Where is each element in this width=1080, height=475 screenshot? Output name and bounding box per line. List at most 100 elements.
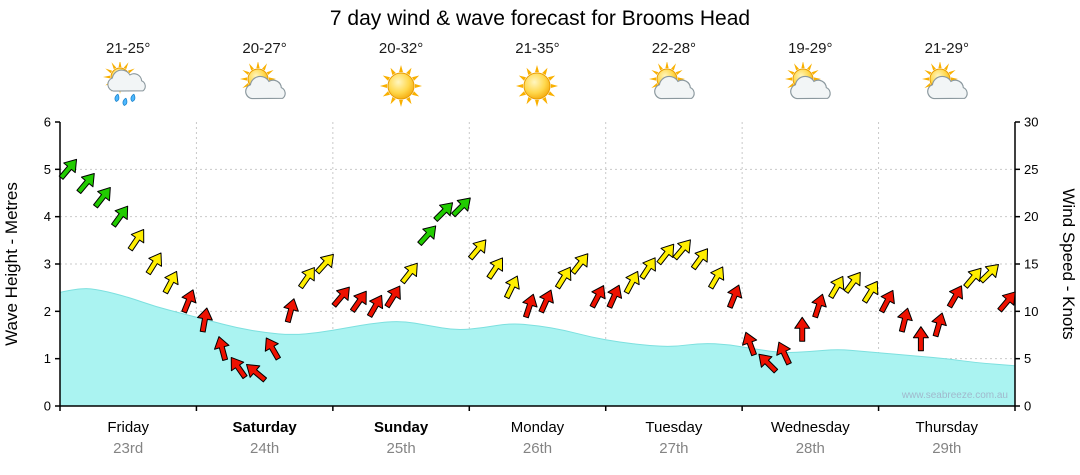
- wind-barb: [589, 285, 606, 309]
- day-footer: Saturday 24th: [196, 419, 332, 457]
- day-footer: Friday 23rd: [60, 419, 196, 457]
- wind-barb: [349, 290, 367, 313]
- wind-barb: [897, 307, 913, 333]
- wind-barb: [384, 285, 401, 309]
- wave-axis-tick: 6: [44, 115, 51, 130]
- wind-barb: [727, 284, 743, 309]
- wind-barb: [162, 270, 179, 295]
- wind-barb: [656, 243, 675, 266]
- day-name: Friday: [107, 419, 150, 436]
- wind-barb: [366, 294, 384, 318]
- wind-barb: [522, 293, 538, 319]
- wind-axis-tick: 30: [1024, 115, 1038, 130]
- wind-barb: [963, 267, 982, 289]
- wind-barb: [283, 298, 299, 324]
- day-date: 25th: [386, 440, 416, 457]
- wind-barb: [946, 285, 963, 309]
- day-date: 27th: [659, 440, 689, 457]
- cloud-icon: [107, 69, 146, 92]
- wind-barb: [672, 239, 691, 261]
- wind-barb: [843, 271, 861, 294]
- wind-barb: [794, 316, 811, 342]
- wave-axis-tick: 1: [44, 351, 51, 366]
- wind-barb: [828, 275, 845, 299]
- day-header: 21-25°: [60, 40, 196, 108]
- wind-axis-tick: 15: [1024, 257, 1038, 272]
- wave-axis-tick: 5: [44, 162, 51, 177]
- wave-height-line: [59, 288, 1016, 367]
- day-footer: Tuesday 27th: [606, 419, 742, 457]
- wind-barb: [811, 293, 827, 319]
- day-name: Saturday: [232, 419, 297, 436]
- day-date: 28th: [795, 440, 825, 457]
- wind-barb: [570, 253, 589, 275]
- day-footer: Sunday 25th: [333, 419, 469, 457]
- wave-axis-tick: 3: [44, 257, 51, 272]
- temp-range: 21-35°: [515, 40, 560, 57]
- day-name: Thursday: [915, 419, 979, 436]
- wind-barb: [145, 252, 163, 276]
- sun-icon: [380, 65, 423, 107]
- wind-barb: [197, 307, 213, 333]
- day-header: 22-28°: [606, 40, 742, 108]
- wind-barb: [298, 267, 315, 290]
- wind-barb: [978, 263, 999, 284]
- wind-barb: [181, 289, 197, 314]
- wind-axis-title: Wind Speed - Knots: [1059, 188, 1078, 339]
- wind-axis-tick: 10: [1024, 304, 1038, 319]
- wave-axis-tick: 2: [44, 304, 51, 319]
- wind-barb: [623, 270, 640, 295]
- wind-axis-tick: 0: [1024, 399, 1031, 414]
- page-title: 7 day wind & wave forecast for Brooms He…: [329, 7, 751, 30]
- wind-barb: [997, 291, 1016, 313]
- temp-range: 21-25°: [106, 40, 151, 57]
- wind-barb: [606, 284, 623, 309]
- wind-barb: [690, 248, 709, 271]
- wind-barb: [504, 275, 520, 300]
- wave-axis-title: Wave Height - Metres: [2, 182, 21, 346]
- day-name: Wednesday: [770, 419, 850, 436]
- wind-barb: [554, 266, 572, 290]
- wind-barb: [451, 197, 471, 218]
- cloud-icon: [653, 75, 695, 100]
- weather-icon-sun-cloud: [785, 62, 832, 100]
- weather-icon-sun-cloud: [648, 62, 695, 100]
- wind-barb: [264, 337, 281, 361]
- cloud-icon: [244, 75, 286, 100]
- wind-barb: [314, 253, 334, 275]
- day-name: Monday: [510, 419, 565, 436]
- wind-barb: [214, 336, 230, 361]
- wind-barb: [400, 262, 418, 285]
- wind-barb: [931, 312, 947, 338]
- wind-barb: [639, 257, 656, 280]
- watermark: www.seabreeze.com.au: [901, 390, 1008, 401]
- wind-axis-tick: 20: [1024, 209, 1038, 224]
- wind-barb: [230, 356, 248, 380]
- day-name: Sunday: [373, 419, 429, 436]
- weather-icon-sun-cloud-rain: [103, 62, 146, 106]
- day-date: 23rd: [113, 440, 144, 457]
- day-date: 24th: [249, 440, 280, 457]
- wind-barb: [758, 353, 779, 374]
- rain-drops-icon: [114, 93, 136, 106]
- wind-barb: [486, 257, 504, 280]
- wind-barb: [742, 331, 758, 357]
- axes: [55, 121, 1020, 411]
- wind-barb: [468, 239, 487, 261]
- wind-barb: [878, 289, 895, 314]
- wind-barb: [76, 173, 95, 195]
- wind-barb: [861, 280, 879, 304]
- wind-barb: [93, 186, 111, 209]
- day-footer: Monday 26th: [469, 419, 605, 457]
- wave-axis-tick: 0: [44, 399, 51, 414]
- wind-barb: [417, 225, 437, 246]
- day-header: 21-29°: [879, 40, 1015, 108]
- sun-icon: [516, 65, 559, 107]
- wind-barb: [433, 202, 454, 222]
- wind-barb: [246, 364, 268, 383]
- day-header: 20-27°: [196, 40, 332, 108]
- wind-barb: [111, 205, 129, 228]
- wind-axis-tick: 25: [1024, 162, 1038, 177]
